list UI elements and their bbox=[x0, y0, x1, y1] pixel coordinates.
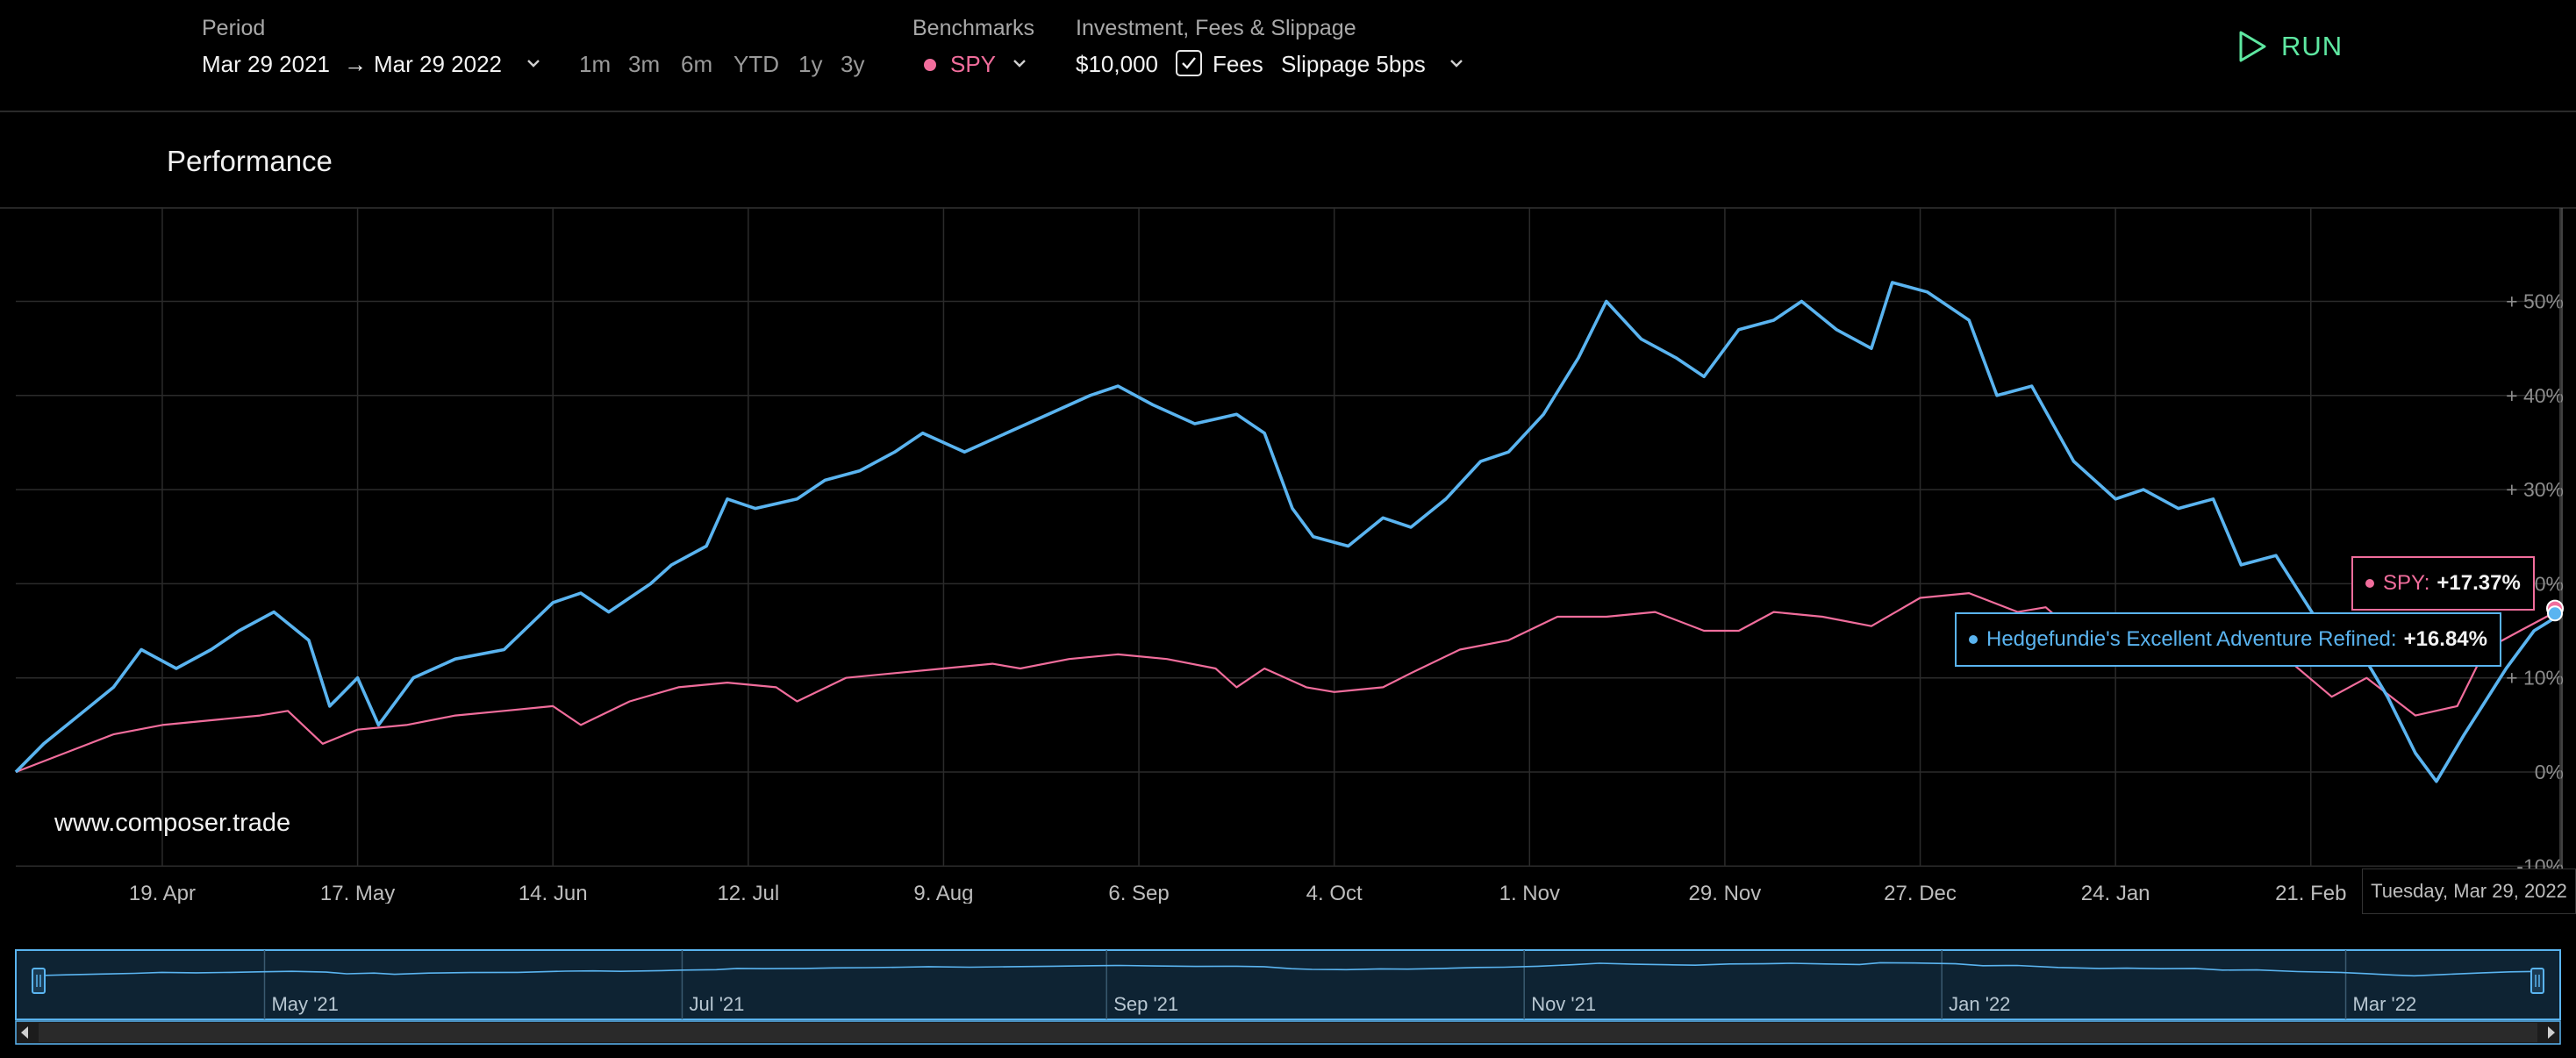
fees-label[interactable]: Fees bbox=[1213, 51, 1263, 77]
benchmark-select[interactable]: SPY bbox=[950, 51, 997, 77]
arrow-right-icon: → bbox=[344, 51, 367, 77]
navigator-label: Nov '21 bbox=[1531, 993, 1596, 1015]
navigator-handle-body bbox=[32, 968, 46, 994]
y-tick-label: 0% bbox=[2535, 761, 2564, 783]
investment-label: Investment, Fees & Slippage bbox=[1076, 16, 1356, 40]
chevron-down-icon[interactable] bbox=[1011, 54, 1028, 72]
spy-dot bbox=[2365, 579, 2374, 588]
x-tick-label: 14. Jun bbox=[519, 882, 588, 904]
scroll-left-icon[interactable] bbox=[21, 1026, 28, 1039]
x-tick-label: 6. Sep bbox=[1108, 882, 1169, 904]
start-date[interactable]: Mar 29 2021 bbox=[202, 51, 330, 77]
x-tick-label: 1. Nov bbox=[1499, 882, 1560, 904]
tooltip-strategy: Hedgefundie's Excellent Adventure Refine… bbox=[1955, 612, 2501, 667]
fees-checkbox[interactable] bbox=[1176, 50, 1202, 76]
checkmark-icon bbox=[1182, 57, 1196, 69]
performance-chart[interactable]: -10%0%+ 10%+ 20%+ 30%+ 40%+ 50%19. Apr 17… bbox=[0, 202, 2576, 904]
strategy-dot bbox=[1969, 635, 1978, 644]
range-3m[interactable]: 3m bbox=[628, 51, 661, 77]
navigator-handle-icon[interactable] bbox=[2530, 968, 2544, 994]
tooltip-spy-value: +17.37% bbox=[2436, 571, 2521, 595]
x-tick-label: 4. Oct bbox=[1306, 882, 1363, 904]
run-label: RUN bbox=[2281, 31, 2343, 61]
navigator-label: May '21 bbox=[271, 993, 338, 1015]
tooltip-spy-name: SPY: bbox=[2383, 571, 2430, 595]
tooltip-spy: SPY: +17.37% bbox=[2351, 556, 2535, 611]
y-tick-label: + 10% bbox=[2506, 667, 2564, 690]
chevron-down-icon[interactable] bbox=[1448, 54, 1465, 72]
x-tick-label: 29. Nov bbox=[1689, 882, 1762, 904]
investment-input[interactable]: $10,000 bbox=[1076, 51, 1158, 77]
scroll-right-icon[interactable] bbox=[2548, 1026, 2555, 1039]
x-tick-label: 17. May bbox=[320, 882, 395, 904]
slippage-select[interactable]: Slippage 5bps bbox=[1281, 51, 1426, 77]
range-1m[interactable]: 1m bbox=[579, 51, 612, 77]
navigator-label: Mar '22 bbox=[2353, 993, 2417, 1015]
navigator-label: Jan '22 bbox=[1949, 993, 2010, 1015]
chart-title: Performance bbox=[167, 145, 333, 177]
navigator-label: Sep '21 bbox=[1113, 993, 1178, 1015]
toolbar: Period Mar 29 2021 → Mar 29 2022 1m 3m 6… bbox=[0, 0, 2576, 112]
navigator-handle-body bbox=[2530, 968, 2544, 994]
end-date[interactable]: Mar 29 2022 bbox=[374, 51, 502, 77]
crosshair-date-badge: Tuesday, Mar 29, 2022 bbox=[2362, 869, 2576, 914]
play-icon bbox=[2239, 31, 2266, 62]
x-tick-label: 21. Feb bbox=[2275, 882, 2346, 904]
navigator-selection bbox=[15, 949, 2561, 1020]
run-button[interactable]: RUN bbox=[2236, 23, 2350, 70]
tooltip-strategy-value: +16.84% bbox=[2403, 627, 2487, 651]
x-tick-label: 9. Aug bbox=[913, 882, 973, 904]
benchmarks-label: Benchmarks bbox=[912, 16, 1034, 40]
range-1y[interactable]: 1y bbox=[798, 51, 823, 77]
range-navigator[interactable]: May '21 Jul '21 Sep '21 Nov '21 Jan '22 Mar '… bbox=[0, 943, 2576, 1048]
y-tick-label: + 50% bbox=[2506, 290, 2564, 313]
navigator-series-line bbox=[38, 961, 2538, 977]
y-tick-label: + 30% bbox=[2506, 478, 2564, 501]
range-3y[interactable]: 3y bbox=[841, 51, 865, 77]
range-ytd[interactable]: YTD bbox=[733, 51, 779, 77]
strategy-series-line bbox=[14, 281, 2563, 783]
period-label: Period bbox=[202, 16, 266, 40]
chevron-down-icon[interactable] bbox=[525, 54, 542, 72]
watermark: www.composer.trade bbox=[54, 809, 291, 837]
navigator-handle-icon[interactable] bbox=[32, 968, 46, 994]
y-tick-label: + 40% bbox=[2506, 384, 2564, 407]
navigator-label: Jul '21 bbox=[689, 993, 744, 1015]
spy-color-dot bbox=[924, 59, 936, 71]
navigator-scrollbar-thumb bbox=[39, 1023, 2537, 1042]
x-tick-label: 24. Jan bbox=[2081, 882, 2150, 904]
x-tick-label: 12. Jul bbox=[717, 882, 779, 904]
tooltip-strategy-name: Hedgefundie's Excellent Adventure Refine… bbox=[1986, 627, 2397, 651]
range-6m[interactable]: 6m bbox=[681, 51, 713, 77]
x-tick-label: 27. Dec bbox=[1884, 882, 1957, 904]
x-tick-label: 19. Apr bbox=[129, 882, 196, 904]
strategy-hover-marker bbox=[2547, 605, 2563, 622]
